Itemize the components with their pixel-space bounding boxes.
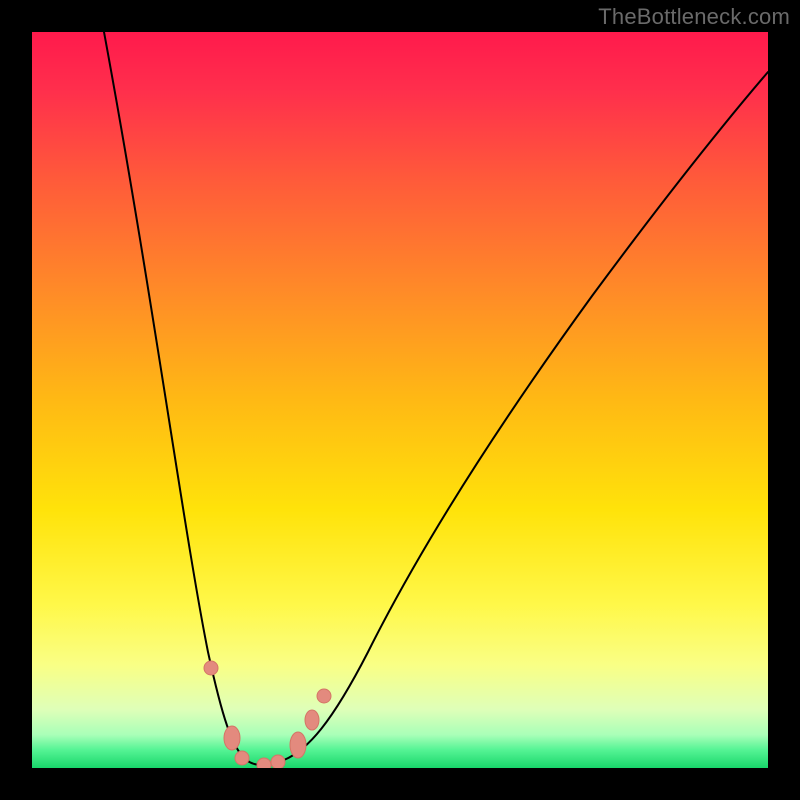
data-marker <box>235 751 249 765</box>
watermark-text: TheBottleneck.com <box>598 4 790 30</box>
data-marker <box>204 661 218 675</box>
data-marker <box>290 732 306 758</box>
plot-svg <box>32 32 768 768</box>
data-marker <box>317 689 331 703</box>
gradient-background <box>32 32 768 768</box>
data-marker <box>257 758 271 768</box>
data-marker <box>271 755 285 768</box>
plot-region <box>32 32 768 768</box>
data-marker <box>305 710 319 730</box>
data-marker <box>224 726 240 750</box>
chart-frame: TheBottleneck.com <box>0 0 800 800</box>
